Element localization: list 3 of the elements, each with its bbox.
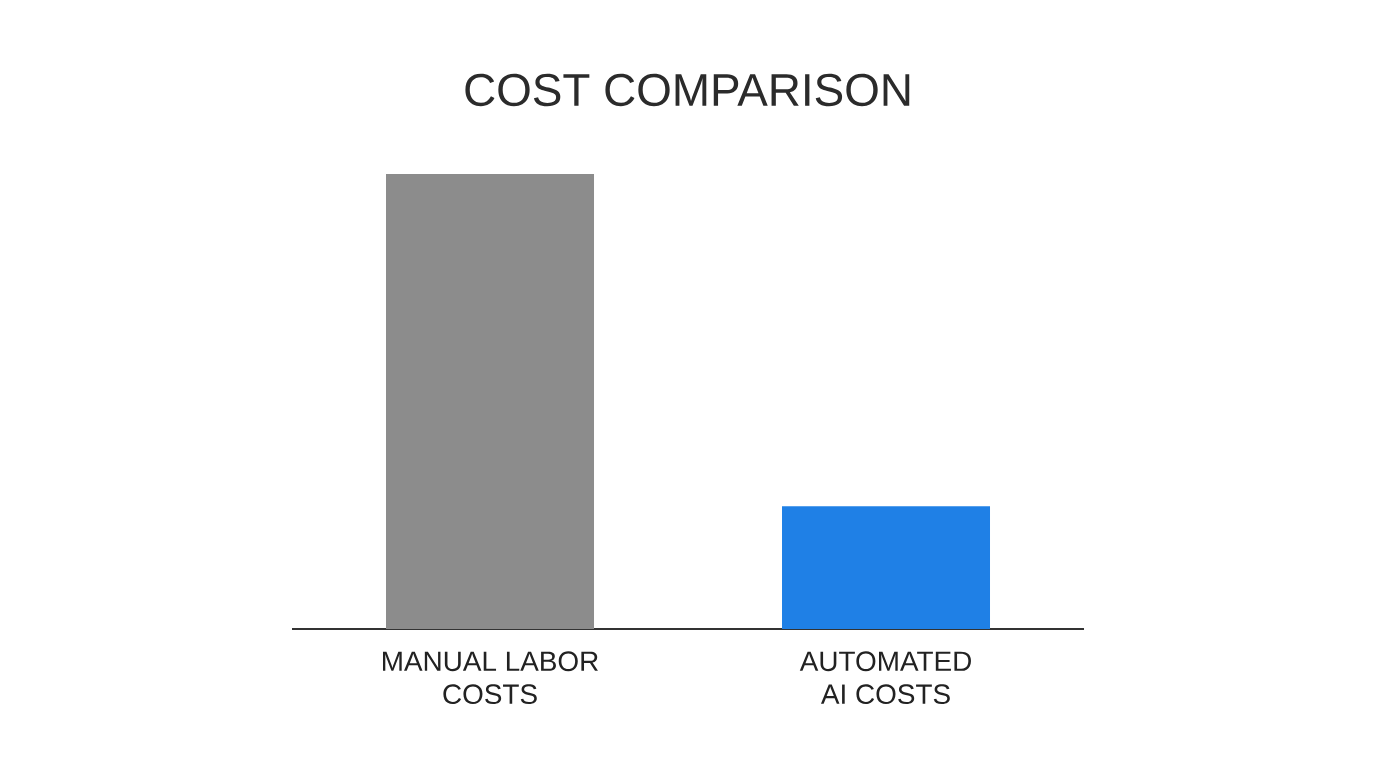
x-tick-label: AUTOMATED AI COSTS [799,651,971,705]
x-tick-label: MANUAL LABOR COSTS [383,651,598,705]
chart-title: COST COMPARISON [465,73,910,107]
